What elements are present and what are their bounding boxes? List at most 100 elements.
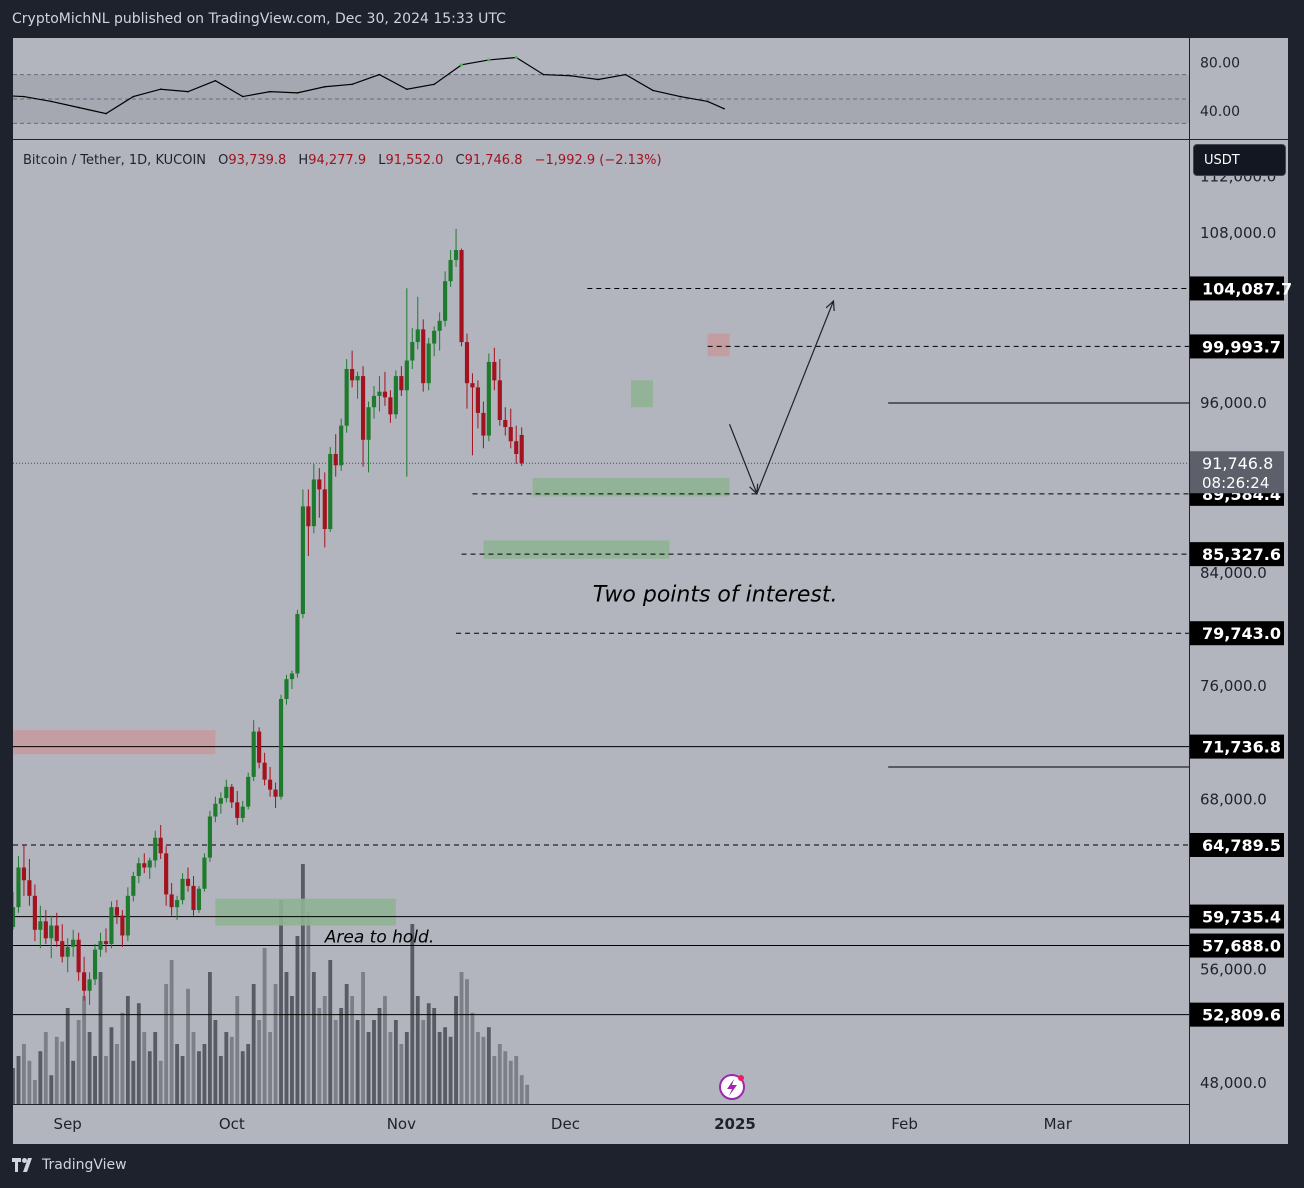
price-label-bg [1190,933,1284,958]
candle-body [43,921,48,939]
candle-body [27,880,32,896]
candle-body [426,343,431,384]
candle-body [114,907,120,916]
annotation-text: Area to hold. [324,928,434,948]
rsi-point [132,95,135,98]
price-label-bg [1190,621,1284,646]
candle-body [317,479,322,490]
candle-body [289,673,295,680]
candle [421,319,426,392]
candle [191,875,196,916]
candle [153,830,158,868]
y-tick-label: 48,000.0 [1200,1074,1267,1092]
candle [443,271,448,327]
volume-bar [372,1020,376,1104]
y-tick-label: 76,000.0 [1200,677,1267,695]
volume-bar [448,1036,453,1104]
publisher-text: CryptoMichNL published on TradingView.co… [12,11,506,27]
price-label: 59,735.4 [1190,904,1284,929]
volume-bar [388,1032,393,1104]
candle [497,359,502,426]
candle-body [185,878,191,886]
candle-body [328,453,333,530]
volume-bar [229,1036,234,1104]
legend-symbol: Bitcoin / Tether, 1D, KUCOIN [23,153,206,168]
candle [147,857,152,879]
volume-bar [207,972,212,1104]
volume-bar [49,1075,54,1104]
rsi-point [214,79,217,82]
projection-arrowhead-up [825,299,835,312]
price-label-bg [1190,276,1284,301]
candle [65,938,70,973]
candle [142,853,147,874]
volume-bar [125,996,130,1104]
volume-bar [273,984,278,1104]
candle-body [109,907,114,944]
candle [169,883,174,916]
candle-body [300,506,305,615]
volume-bar [492,1056,497,1104]
price-label: 79,743.0 [1190,621,1284,646]
candle-body [377,391,382,396]
rsi-point [570,75,572,77]
volume-bar [76,1020,81,1104]
candle-body [295,614,300,674]
legend: Bitcoin / Tether, 1D, KUCOIN O93,739.8 H… [23,153,662,168]
candle [410,327,415,370]
volume-bar [98,972,103,1104]
candle-body [519,435,524,464]
volume-bar [519,1075,524,1104]
x-tick-label: Mar [1044,1115,1073,1133]
volume-bar [213,1020,218,1104]
candle [278,694,284,800]
volume-bar [328,960,333,1104]
candle-body [459,250,464,343]
candle-body [453,250,459,260]
currency-button[interactable]: USDT [1193,144,1286,176]
volume-bar [383,996,387,1104]
volume-bar [93,1056,97,1104]
volume-bar [218,1056,223,1104]
candle [235,791,240,826]
candle [508,408,513,449]
candle-body [131,875,136,896]
rsi-axis: 80.00 40.00 [1200,55,1240,120]
volume-bar [164,984,169,1104]
candle-body [153,837,158,861]
candle [415,296,420,350]
annotation-text: Two points of interest. [593,582,838,607]
volume-bar [142,1032,147,1104]
legend-open-label: O [218,153,228,168]
candle-body [71,939,76,947]
rsi-point [652,89,654,92]
volume-bar [169,960,174,1104]
countdown-value: 08:26:24 [1202,474,1269,492]
rsi-point [241,95,244,98]
candle-body [360,376,366,440]
top-bar: CryptoMichNL published on TradingView.co… [0,0,1304,38]
candle-body [257,731,262,763]
volume-bar [361,972,365,1104]
volume-bar [186,988,190,1104]
candle-body [158,837,163,854]
candle [185,867,191,892]
price-label-bg [1190,832,1284,857]
volume-bar [476,1032,480,1104]
volume-bar [65,1008,70,1104]
candle-body [350,369,355,381]
volume-bar [71,1060,76,1104]
candle-body [355,376,360,381]
candle [459,248,464,347]
rsi-point [624,73,627,76]
volume-bar [410,924,415,1104]
candle-body [464,342,470,384]
candle [295,609,300,678]
candle-body [207,816,212,858]
volume-bar [27,1060,32,1104]
volume-bar [43,1032,48,1104]
candle-body [92,949,98,980]
projection-arrowhead-down [749,483,759,495]
x-tick-label: Nov [387,1115,416,1133]
